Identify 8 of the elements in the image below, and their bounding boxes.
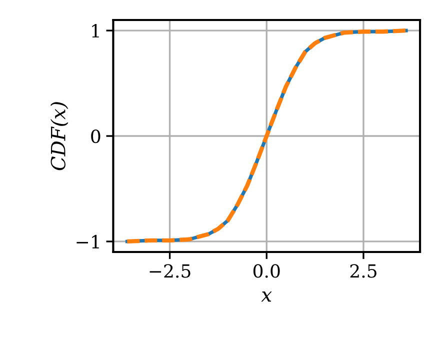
x-tick-label: 0.0: [253, 264, 280, 278]
y-tick-label: −1: [76, 234, 99, 248]
x-tick-label: −2.5: [150, 264, 190, 278]
x-tick-label: 2.5: [350, 264, 376, 278]
x-axis-title: x: [261, 292, 272, 302]
y-tick-label: 1: [92, 24, 99, 38]
y-tick-label: 0: [91, 129, 100, 144]
y-axis-title: CDF(x): [50, 102, 68, 170]
